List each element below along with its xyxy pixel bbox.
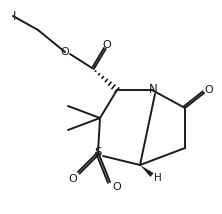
- Text: O: O: [61, 47, 69, 57]
- Text: O: O: [103, 40, 111, 50]
- Text: O: O: [113, 182, 121, 192]
- Polygon shape: [140, 165, 154, 177]
- Text: S: S: [94, 146, 102, 159]
- Text: O: O: [69, 174, 77, 184]
- Text: N: N: [149, 83, 157, 95]
- Text: H: H: [154, 173, 162, 183]
- Text: I: I: [13, 9, 16, 22]
- Text: O: O: [205, 85, 213, 95]
